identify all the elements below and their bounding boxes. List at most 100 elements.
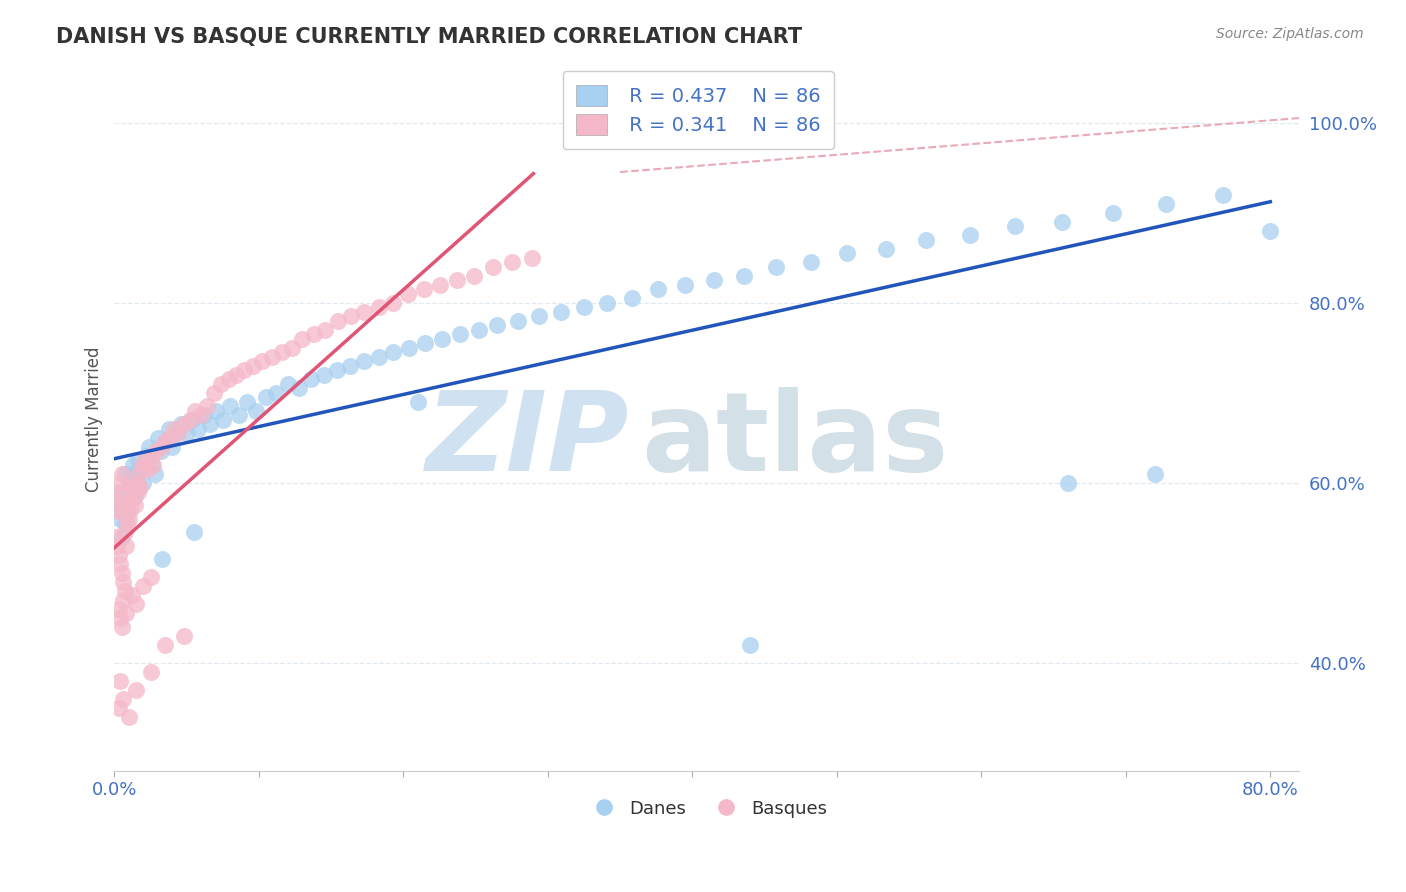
Point	[271, 345, 294, 359]
Point	[396, 286, 419, 301]
Point	[211, 412, 233, 426]
Point	[260, 350, 283, 364]
Point	[143, 467, 166, 481]
Point	[132, 475, 155, 490]
Point	[118, 480, 141, 494]
Point	[142, 458, 165, 472]
Point	[170, 417, 193, 431]
Point	[596, 295, 619, 310]
Point	[520, 251, 543, 265]
Point	[125, 475, 148, 490]
Point	[190, 408, 212, 422]
Point	[149, 444, 172, 458]
Point	[1143, 467, 1166, 481]
Point	[1212, 187, 1234, 202]
Point	[314, 322, 336, 336]
Point	[160, 440, 183, 454]
Point	[236, 394, 259, 409]
Point	[647, 282, 669, 296]
Point	[120, 467, 142, 481]
Point	[141, 458, 163, 472]
Point	[277, 376, 299, 391]
Point	[167, 426, 190, 441]
Point	[163, 422, 186, 436]
Point	[195, 399, 218, 413]
Text: ZIP: ZIP	[426, 387, 630, 494]
Point	[506, 313, 529, 327]
Point	[114, 525, 136, 540]
Point	[112, 502, 135, 516]
Point	[501, 255, 523, 269]
Point	[114, 516, 136, 530]
Point	[120, 502, 142, 516]
Point	[202, 385, 225, 400]
Point	[1101, 205, 1123, 219]
Point	[146, 431, 169, 445]
Point	[108, 557, 131, 571]
Point	[209, 376, 232, 391]
Point	[398, 341, 420, 355]
Point	[733, 268, 755, 283]
Point	[111, 530, 134, 544]
Point	[620, 291, 643, 305]
Point	[125, 471, 148, 485]
Point	[198, 417, 221, 431]
Point	[187, 422, 209, 436]
Point	[875, 242, 897, 256]
Point	[125, 682, 148, 697]
Point	[105, 539, 128, 553]
Point	[114, 583, 136, 598]
Point	[406, 394, 429, 409]
Point	[105, 493, 128, 508]
Point	[127, 484, 149, 499]
Point	[179, 412, 201, 426]
Point	[112, 574, 135, 589]
Point	[157, 431, 180, 445]
Point	[353, 354, 375, 368]
Point	[233, 363, 256, 377]
Point	[124, 498, 146, 512]
Point	[111, 566, 134, 580]
Point	[228, 408, 250, 422]
Point	[673, 277, 696, 292]
Point	[703, 273, 725, 287]
Point	[121, 588, 143, 602]
Point	[173, 629, 195, 643]
Point	[112, 592, 135, 607]
Point	[150, 552, 173, 566]
Point	[181, 412, 204, 426]
Point	[264, 385, 287, 400]
Point	[740, 638, 762, 652]
Text: atlas: atlas	[641, 387, 949, 494]
Point	[486, 318, 509, 332]
Point	[1258, 223, 1281, 237]
Point	[122, 458, 145, 472]
Point	[432, 332, 454, 346]
Point	[1156, 196, 1178, 211]
Point	[157, 422, 180, 436]
Point	[131, 458, 153, 472]
Point	[254, 390, 277, 404]
Point	[117, 507, 139, 521]
Text: DANISH VS BASQUE CURRENTLY MARRIED CORRELATION CHART: DANISH VS BASQUE CURRENTLY MARRIED CORRE…	[56, 27, 803, 46]
Point	[128, 467, 150, 481]
Point	[153, 435, 176, 450]
Point	[529, 309, 551, 323]
Point	[134, 453, 156, 467]
Point	[129, 480, 152, 494]
Point	[166, 426, 188, 441]
Point	[104, 530, 127, 544]
Point	[115, 606, 138, 620]
Point	[835, 246, 858, 260]
Point	[125, 597, 148, 611]
Point	[115, 493, 138, 508]
Point	[353, 304, 375, 318]
Point	[118, 480, 141, 494]
Point	[326, 363, 349, 377]
Point	[245, 403, 267, 417]
Point	[176, 426, 198, 441]
Point	[312, 368, 335, 382]
Point	[149, 440, 172, 454]
Point	[204, 403, 226, 417]
Point	[121, 475, 143, 490]
